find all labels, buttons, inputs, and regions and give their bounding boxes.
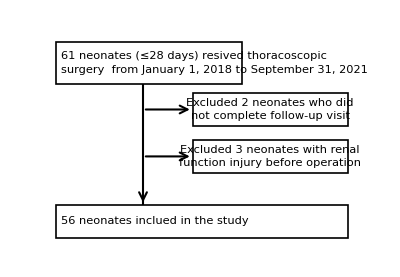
Text: 61 neonates (≤28 days) resived thoracoscopic
surgery  from January 1, 2018 to Se: 61 neonates (≤28 days) resived thoracosc… <box>61 51 368 75</box>
Text: Excluded 3 neonates with renal
function injury before operation: Excluded 3 neonates with renal function … <box>179 145 361 168</box>
Text: Excluded 2 neonates who did
not complete follow-up visit: Excluded 2 neonates who did not complete… <box>186 98 354 121</box>
FancyBboxPatch shape <box>56 205 348 238</box>
FancyBboxPatch shape <box>193 140 348 173</box>
FancyBboxPatch shape <box>193 93 348 126</box>
FancyBboxPatch shape <box>56 42 242 84</box>
Text: 56 neonates inclued in the study: 56 neonates inclued in the study <box>61 216 248 227</box>
